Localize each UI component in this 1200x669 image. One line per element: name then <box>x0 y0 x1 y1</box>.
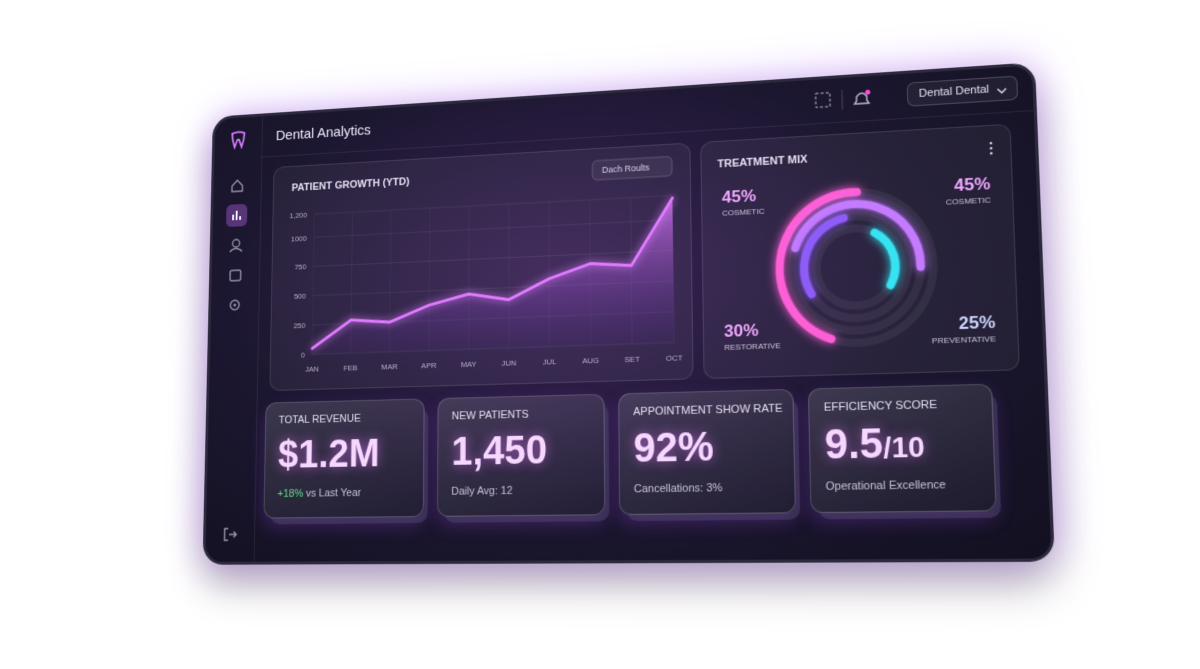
y-tick-label: 0 <box>301 350 305 359</box>
filter-dropdown[interactable] <box>592 156 672 180</box>
kpi-note-text: Operational Excellence <box>825 478 947 494</box>
kpi-number: 9.5 <box>824 420 884 468</box>
y-tick-label: 1000 <box>291 234 307 244</box>
growth-chart: PATIENT GROWTH (YTD) Dach Roults 0 250 500… <box>289 144 683 374</box>
grid-line <box>314 196 672 215</box>
x-tick-label: JAN <box>305 364 319 374</box>
grid-line <box>314 220 673 238</box>
y-tick-label: 250 <box>293 321 305 330</box>
kpi-number: $1.2M <box>277 431 380 477</box>
x-tick-label: MAY <box>461 359 477 369</box>
chart-title: PATIENT GROWTH (YTD) <box>292 177 410 194</box>
mix-card: TREATMENT MIX 45% COSMETIC 45% COSMETIC 30% R… <box>700 123 1020 380</box>
y-tick-label: 500 <box>294 292 306 301</box>
kpi-value: 92% <box>633 425 714 472</box>
kpi-note-text: Daily Avg: 12 <box>451 484 513 498</box>
kpi-label: NEW PATIENTS <box>451 408 529 423</box>
kpi-note-text: vs Last Year <box>305 487 362 500</box>
category-label: COSMETIC <box>946 195 992 207</box>
x-tick-label: JUL <box>543 357 557 367</box>
x-tick-label: OCT <box>666 353 683 363</box>
account-dropdown[interactable]: Dental Dental <box>907 75 1019 107</box>
area <box>312 197 675 355</box>
kpi-value: 1,450 <box>451 428 547 475</box>
logout[interactable] <box>219 523 241 547</box>
kpi-card: NEW PATIENTS 1,450 Daily Avg: 12 <box>437 393 606 517</box>
top-icons[interactable] <box>813 86 875 114</box>
y-tick-label: 750 <box>294 263 306 272</box>
kpi-note: +18% vs Last Year <box>277 487 361 500</box>
kpi-number: 1,450 <box>451 428 548 474</box>
nav-home[interactable] <box>227 174 248 197</box>
kpi-label: EFFICIENCY SCORE <box>823 398 938 414</box>
account-name: Dental Dental <box>918 83 990 100</box>
kpi-card: TOTAL REVENUE $1.2M +18% vs Last Year <box>263 398 425 519</box>
nav-analytics[interactable] <box>225 203 248 228</box>
value-label: 25% <box>958 312 995 333</box>
category-label: RESTORATIVE <box>724 341 781 352</box>
y-tick-label: 1,200 <box>289 210 307 220</box>
kpi-number: 92% <box>633 424 715 471</box>
kpi-note-text: Cancellations: 3% <box>633 481 723 496</box>
category-label: COSMETIC <box>722 206 765 218</box>
kpi-note: Operational Excellence <box>825 479 946 493</box>
kpi-card: EFFICIENCY SCORE 9.5/10 Operational Excell… <box>807 383 997 514</box>
kpi-change: +18% <box>277 487 304 500</box>
dashboard: Dental Analytics Dental Dental PATIENT G… <box>202 62 1055 565</box>
x-tick-label: MAR <box>381 362 398 372</box>
growth-card: PATIENT GROWTH (YTD) Dach Roults 0 250 500… <box>269 142 694 392</box>
more-menu[interactable] <box>989 141 993 155</box>
category-label: PREVENTATIVE <box>932 334 996 346</box>
value-label: 45% <box>722 186 756 207</box>
value-label: 45% <box>954 174 991 195</box>
x-tick-label: APR <box>421 361 437 371</box>
nav-settings[interactable] <box>224 293 246 316</box>
mix-chart: TREATMENT MIX 45%COSMETIC45%COSMETIC30%R… <box>717 141 996 378</box>
kpi-suffix: /10 <box>882 430 926 464</box>
chart-title: TREATMENT MIX <box>717 154 807 170</box>
grid-line-vertical <box>312 214 314 354</box>
filter-label: Dach Roults <box>602 163 650 176</box>
nav-patients[interactable] <box>225 233 246 256</box>
value-label: 30% <box>724 321 759 341</box>
kpi-note: Cancellations: 3% <box>634 482 723 496</box>
kpi-note: Daily Avg: 12 <box>451 485 512 498</box>
kpi-card: APPOINTMENT SHOW RATE 92% Cancellations: 3… <box>618 388 796 516</box>
x-tick-label: AUG <box>582 356 599 366</box>
kpi-value: $1.2M <box>278 432 380 478</box>
x-tick-label: FEB <box>343 363 357 373</box>
kpi-label: APPOINTMENT SHOW RATE <box>633 402 783 419</box>
nav-calendar[interactable] <box>225 263 247 286</box>
kpi-value: 9.5/10 <box>824 420 925 469</box>
chevron <box>996 86 1007 95</box>
app-title: Dental Analytics <box>275 122 371 144</box>
x-tick-label: SET <box>625 354 641 364</box>
logo <box>228 128 249 151</box>
kpi-label: TOTAL REVENUE <box>278 412 361 427</box>
sidebar <box>205 116 264 562</box>
x-tick-label: JUN <box>501 358 516 368</box>
